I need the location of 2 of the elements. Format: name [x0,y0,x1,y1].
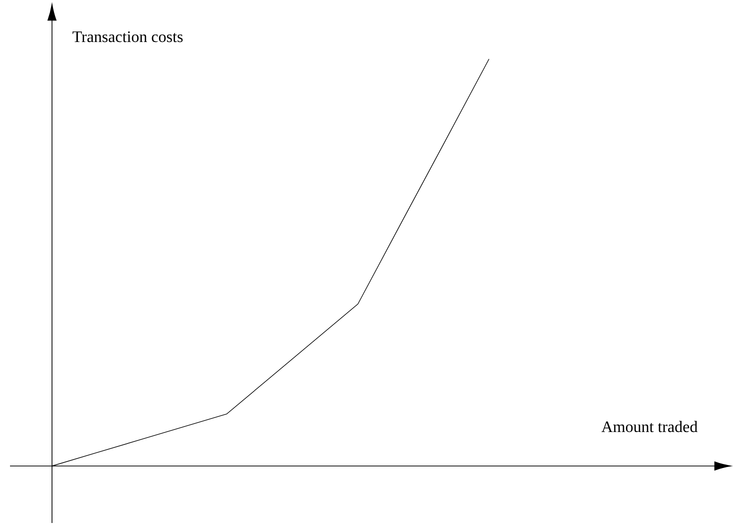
y-axis-title: Transaction costs [72,31,183,42]
text: Amount traded [601,420,698,432]
